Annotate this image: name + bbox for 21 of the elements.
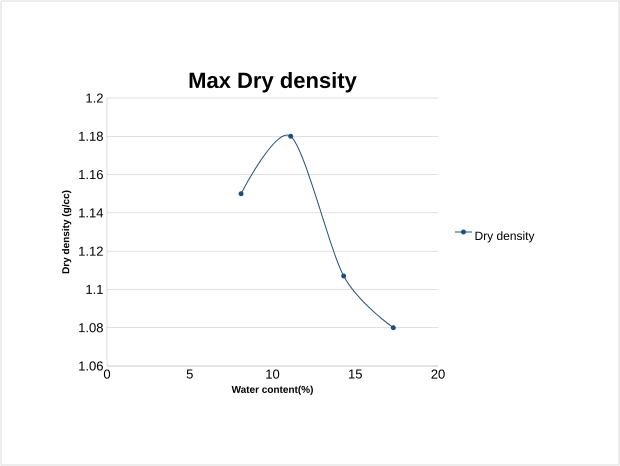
y-tick-label: 1.12 bbox=[79, 246, 103, 256]
x-tick-label: 5 bbox=[186, 370, 193, 379]
x-tick-label: 10 bbox=[266, 370, 280, 379]
x-tick-label: 15 bbox=[349, 370, 362, 379]
y-tick-label: 1.06 bbox=[79, 361, 103, 371]
y-tick-label: 1.08 bbox=[79, 323, 103, 332]
y-tick-label: 1.14 bbox=[79, 208, 104, 218]
legend-label: Dry density bbox=[476, 231, 534, 242]
point bbox=[341, 274, 346, 279]
point bbox=[288, 134, 294, 139]
point bbox=[238, 191, 244, 196]
point bbox=[390, 325, 396, 330]
chart-title: Max Dry density bbox=[190, 72, 357, 92]
y-axis-title: Dry density (g/cc) bbox=[62, 190, 72, 274]
y-tick-label: 1.18 bbox=[79, 132, 103, 141]
x-tick-label: 0 bbox=[104, 370, 110, 379]
x-axis-title: Water content(%) bbox=[232, 386, 313, 395]
y-tick-label: 1.2 bbox=[86, 93, 103, 103]
x-tick-label: 20 bbox=[431, 370, 445, 379]
y-tick-label: 1.16 bbox=[79, 170, 103, 180]
y-tick-label: 1.1 bbox=[86, 284, 103, 294]
